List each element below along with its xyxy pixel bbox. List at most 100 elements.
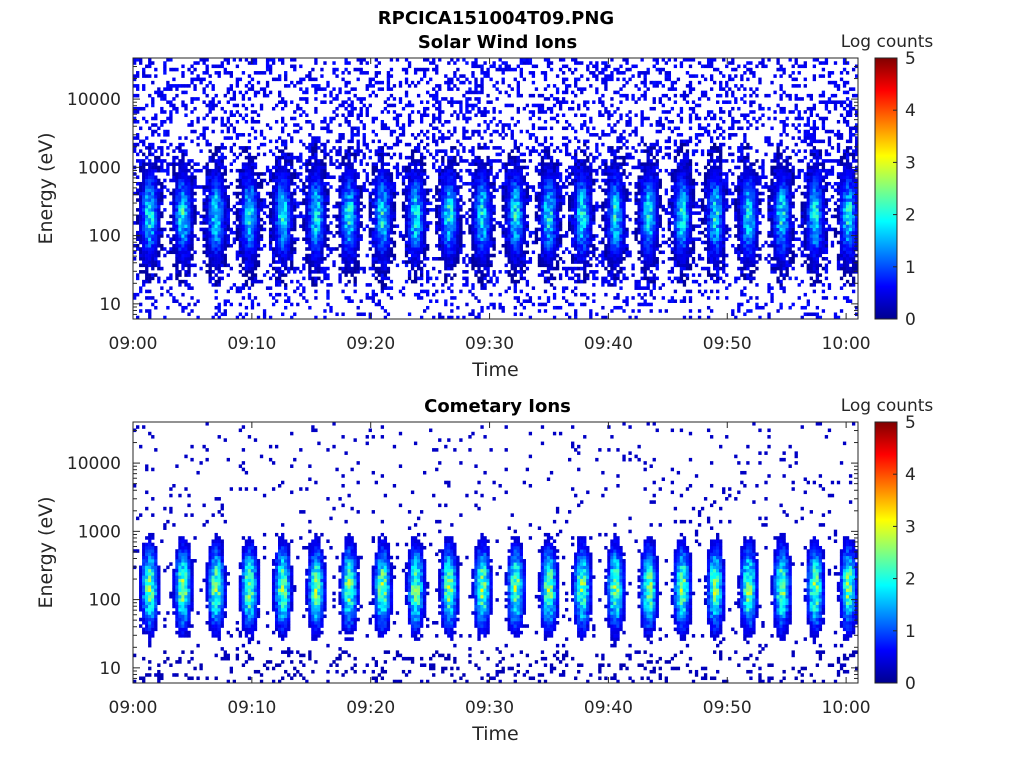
heatmap-cell xyxy=(169,178,173,183)
heatmap-cell xyxy=(426,149,430,153)
heatmap-cell xyxy=(284,211,288,215)
heatmap-cell xyxy=(223,237,227,241)
heatmap-cell xyxy=(389,129,394,134)
heatmap-cell xyxy=(516,247,520,251)
heatmap-cell xyxy=(353,224,357,228)
heatmap-cell xyxy=(154,214,158,219)
heatmap-cell xyxy=(350,191,354,196)
heatmap-cell xyxy=(426,279,430,284)
heatmap-cell xyxy=(447,188,451,193)
heatmap-cell xyxy=(223,185,227,189)
heatmap-cell xyxy=(423,224,427,228)
heatmap-cell xyxy=(534,237,539,241)
heatmap-cell xyxy=(465,253,469,258)
heatmap-cell xyxy=(353,93,357,98)
heatmap-cell xyxy=(311,136,315,140)
heatmap-cell xyxy=(383,276,388,281)
heatmap-cell xyxy=(326,201,330,206)
heatmap-cell xyxy=(332,162,336,166)
heatmap-cell xyxy=(362,58,366,62)
heatmap-cell xyxy=(311,237,315,241)
heatmap-cell xyxy=(450,253,454,258)
heatmap-cell xyxy=(419,273,424,277)
heatmap-cell xyxy=(543,263,548,268)
heatmap-cell xyxy=(154,129,158,134)
heatmap-cell xyxy=(513,230,517,235)
heatmap-cell xyxy=(380,178,385,183)
heatmap-cell xyxy=(359,58,363,62)
heatmap-cell xyxy=(178,253,182,258)
heatmap-cell xyxy=(223,302,227,307)
heatmap-cell xyxy=(350,106,354,111)
heatmap-cell xyxy=(133,58,137,62)
heatmap-cell xyxy=(166,234,170,238)
heatmap-cell xyxy=(362,133,366,137)
heatmap-cell xyxy=(416,204,421,209)
heatmap-cell xyxy=(392,195,397,199)
heatmap-cell xyxy=(423,155,427,160)
heatmap-cell xyxy=(308,247,312,251)
heatmap-cell xyxy=(450,217,454,222)
heatmap-cell xyxy=(432,97,436,101)
heatmap-cell xyxy=(320,74,324,78)
heatmap-cell xyxy=(278,155,282,160)
heatmap-cell xyxy=(504,240,508,245)
heatmap-cell xyxy=(456,67,460,72)
heatmap-cell xyxy=(214,283,218,287)
heatmap-cell xyxy=(489,181,493,186)
heatmap-cell xyxy=(290,116,294,121)
heatmap-cell xyxy=(184,279,188,284)
heatmap-cell xyxy=(377,240,382,245)
heatmap-cell xyxy=(350,253,354,258)
heatmap-cell xyxy=(353,155,357,160)
heatmap-cell xyxy=(217,198,221,202)
heatmap-cell xyxy=(338,175,342,180)
heatmap-cell xyxy=(253,214,258,219)
heatmap-cell xyxy=(477,299,481,303)
heatmap-cell xyxy=(498,221,502,225)
heatmap-cell xyxy=(413,198,418,202)
heatmap-cell xyxy=(278,208,282,212)
heatmap-cell xyxy=(374,116,378,121)
heatmap-cell xyxy=(540,217,545,222)
heatmap-cell xyxy=(190,80,194,85)
heatmap-cell xyxy=(456,100,460,104)
heatmap-cell xyxy=(223,172,227,176)
heatmap-cell xyxy=(368,211,372,215)
heatmap-cell xyxy=(368,181,372,186)
heatmap-cell xyxy=(163,64,167,69)
heatmap-cell xyxy=(492,188,496,193)
heatmap-cell xyxy=(142,283,146,287)
heatmap-cell xyxy=(241,273,246,277)
heatmap-cell xyxy=(160,152,164,157)
heatmap-cell xyxy=(305,208,309,212)
heatmap-cell xyxy=(513,289,517,294)
heatmap-cell xyxy=(474,181,478,186)
heatmap-cell xyxy=(495,172,499,176)
heatmap-cell xyxy=(323,315,327,320)
heatmap-cell xyxy=(359,234,363,238)
heatmap-cell xyxy=(522,201,527,206)
heatmap-cell xyxy=(504,208,508,212)
heatmap-cell xyxy=(450,296,454,300)
heatmap-cell xyxy=(386,146,391,150)
heatmap-cell xyxy=(441,188,445,193)
heatmap-cell xyxy=(169,276,173,281)
heatmap-cell xyxy=(471,283,475,287)
heatmap-cell xyxy=(142,243,146,248)
heatmap-cell xyxy=(232,90,237,95)
heatmap-cell xyxy=(166,221,170,225)
heatmap-cell xyxy=(413,237,418,241)
heatmap-cell xyxy=(250,240,255,245)
heatmap-cell xyxy=(474,315,478,320)
heatmap-cell xyxy=(486,71,490,75)
heatmap-cell xyxy=(356,116,360,121)
heatmap-cell xyxy=(335,188,339,193)
heatmap-cell xyxy=(377,191,382,196)
heatmap-cell xyxy=(172,214,176,219)
heatmap-cell xyxy=(190,191,194,196)
heatmap-cell xyxy=(459,250,463,255)
heatmap-cell xyxy=(537,126,542,131)
heatmap-cell xyxy=(507,155,511,160)
heatmap-cell xyxy=(317,217,321,222)
